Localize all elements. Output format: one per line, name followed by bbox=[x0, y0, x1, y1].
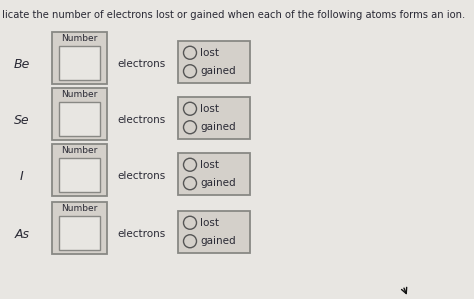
FancyBboxPatch shape bbox=[178, 41, 250, 83]
FancyBboxPatch shape bbox=[178, 153, 250, 195]
FancyBboxPatch shape bbox=[52, 88, 107, 140]
Text: gained: gained bbox=[200, 236, 236, 246]
FancyBboxPatch shape bbox=[59, 216, 100, 250]
Text: lost: lost bbox=[200, 104, 219, 114]
FancyBboxPatch shape bbox=[178, 97, 250, 139]
Text: Number: Number bbox=[61, 34, 98, 43]
Circle shape bbox=[183, 235, 197, 248]
FancyBboxPatch shape bbox=[59, 46, 100, 80]
Circle shape bbox=[183, 65, 197, 78]
Text: electrons: electrons bbox=[117, 59, 165, 69]
Text: electrons: electrons bbox=[117, 229, 165, 239]
FancyBboxPatch shape bbox=[52, 202, 107, 254]
Text: lost: lost bbox=[200, 218, 219, 228]
FancyBboxPatch shape bbox=[52, 144, 107, 196]
Text: electrons: electrons bbox=[117, 115, 165, 125]
Circle shape bbox=[183, 46, 197, 59]
Text: As: As bbox=[15, 228, 29, 240]
Text: Number: Number bbox=[61, 90, 98, 99]
Text: gained: gained bbox=[200, 178, 236, 188]
Circle shape bbox=[183, 158, 197, 171]
FancyBboxPatch shape bbox=[52, 32, 107, 84]
Text: Be: Be bbox=[14, 57, 30, 71]
Text: licate the number of electrons lost or gained when each of the following atoms f: licate the number of electrons lost or g… bbox=[2, 10, 465, 20]
Text: gained: gained bbox=[200, 66, 236, 76]
Text: Se: Se bbox=[14, 114, 30, 126]
Text: electrons: electrons bbox=[117, 171, 165, 181]
Text: lost: lost bbox=[200, 48, 219, 58]
Circle shape bbox=[183, 177, 197, 190]
Circle shape bbox=[183, 102, 197, 115]
Text: I: I bbox=[20, 170, 24, 182]
Text: Number: Number bbox=[61, 204, 98, 213]
Text: gained: gained bbox=[200, 122, 236, 132]
FancyBboxPatch shape bbox=[59, 158, 100, 192]
FancyBboxPatch shape bbox=[178, 211, 250, 253]
FancyBboxPatch shape bbox=[59, 102, 100, 136]
Text: lost: lost bbox=[200, 160, 219, 170]
Circle shape bbox=[183, 216, 197, 229]
Circle shape bbox=[183, 121, 197, 134]
Text: Number: Number bbox=[61, 146, 98, 155]
